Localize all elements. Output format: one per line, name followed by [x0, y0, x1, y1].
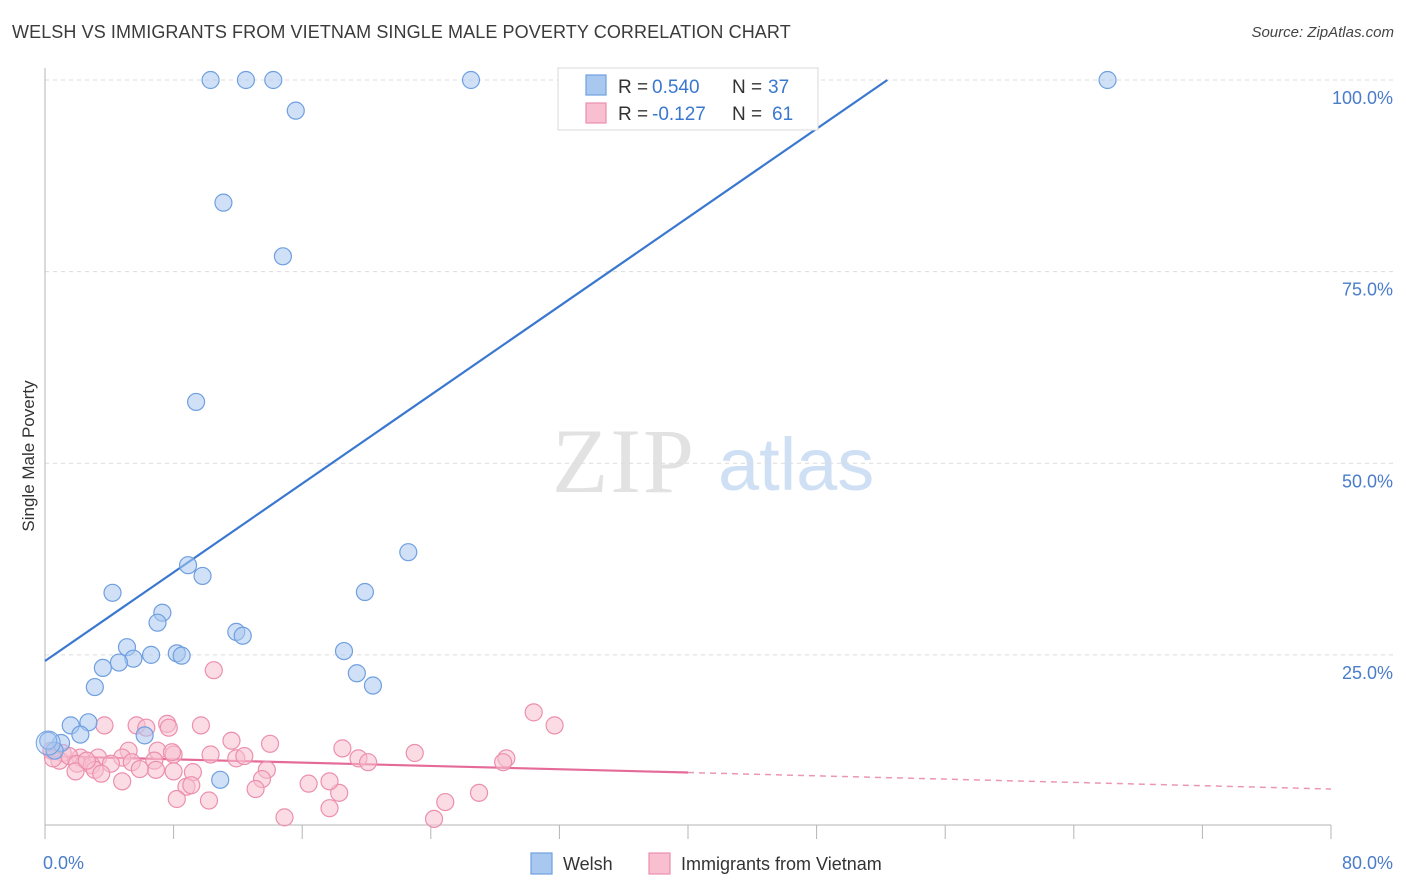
- watermark: ZIP atlas: [552, 410, 874, 512]
- point-welsh-13: [355, 582, 374, 602]
- point-vietnam-54: [424, 809, 444, 829]
- legend-n-value-welsh: 37: [768, 77, 789, 98]
- point-vietnam-35: [130, 759, 149, 779]
- legend-r-value-welsh: 0.540: [652, 77, 700, 98]
- point-vietnam-56: [235, 746, 254, 766]
- point-vietnam-48: [167, 789, 186, 809]
- bottom-legend-swatch-vietnam: [648, 852, 671, 875]
- point-vietnam-53: [275, 808, 294, 827]
- point-vietnam-60: [77, 751, 96, 770]
- point-vietnam-10: [260, 734, 280, 753]
- point-welsh-6: [214, 193, 233, 212]
- legend-r-label-vietnam: R =: [618, 104, 648, 125]
- point-welsh-9: [399, 543, 418, 562]
- legend-r-value-vietnam: -0.127: [652, 104, 706, 125]
- data-points: [35, 70, 1117, 829]
- bottom-legend-label-welsh: Welsh: [563, 854, 613, 874]
- point-vietnam-5: [95, 716, 114, 735]
- point-vietnam-1: [524, 703, 543, 722]
- point-vietnam-47: [199, 791, 219, 810]
- point-welsh-36: [39, 731, 58, 750]
- point-vietnam-26: [494, 753, 513, 772]
- point-vietnam-38: [164, 762, 183, 781]
- point-welsh-1: [236, 70, 256, 90]
- point-welsh-5: [286, 101, 305, 120]
- point-welsh-20: [141, 645, 161, 664]
- point-vietnam-21: [201, 745, 220, 764]
- watermark-atlas: atlas: [718, 423, 874, 506]
- x-tick-label-min: 0.0%: [43, 853, 84, 873]
- legend-r-label-welsh: R =: [618, 77, 648, 98]
- bottom-legend-label-vietnam: Immigrants from Vietnam: [681, 854, 882, 874]
- point-welsh-25: [93, 658, 112, 678]
- point-welsh-11: [193, 566, 212, 586]
- point-welsh-28: [85, 677, 104, 697]
- y-tick-label-75: 75.0%: [1342, 280, 1393, 300]
- point-vietnam-50: [469, 783, 489, 802]
- point-cluster-origin: [35, 730, 61, 756]
- point-vietnam-4: [191, 716, 211, 735]
- point-vietnam-59: [162, 743, 182, 762]
- point-welsh-27: [363, 676, 383, 695]
- legend-swatch-vietnam: [585, 102, 607, 124]
- y-tick-label-25: 25.0%: [1342, 663, 1393, 683]
- correlation-legend: R = 0.540 N = 37 R = -0.127 N = 61: [557, 67, 819, 131]
- point-vietnam-11: [333, 739, 352, 758]
- watermark-zip: ZIP: [552, 410, 696, 512]
- point-vietnam-12: [405, 743, 424, 763]
- point-welsh-4: [1098, 70, 1117, 90]
- point-welsh-31: [71, 725, 90, 744]
- x-tick-label-max: 80.0%: [1342, 853, 1393, 873]
- point-vietnam-0: [204, 661, 223, 680]
- point-vietnam-45: [113, 772, 132, 791]
- trend-line-vietnam-projection: [687, 771, 1332, 790]
- legend-n-label-vietnam: N =: [732, 104, 762, 125]
- point-vietnam-57: [320, 772, 339, 791]
- point-vietnam-2: [545, 716, 564, 735]
- point-welsh-32: [135, 726, 154, 745]
- point-welsh-8: [187, 392, 206, 412]
- point-vietnam-51: [436, 792, 455, 812]
- point-welsh-17: [233, 626, 252, 645]
- point-vietnam-8: [159, 718, 178, 737]
- point-welsh-24: [109, 653, 129, 672]
- legend-swatch-welsh: [585, 74, 607, 96]
- point-welsh-0: [201, 70, 220, 90]
- trend-line-welsh: [44, 79, 888, 662]
- point-welsh-26: [347, 664, 366, 683]
- point-welsh-12: [103, 583, 122, 602]
- legend-n-value-vietnam: 61: [772, 104, 793, 125]
- point-vietnam-37: [66, 762, 85, 781]
- chart-title: WELSH VS IMMIGRANTS FROM VIETNAM SINGLE …: [12, 22, 791, 42]
- point-vietnam-44: [182, 776, 201, 795]
- y-axis-label: Single Male Poverty: [19, 380, 38, 532]
- point-welsh-35: [211, 770, 230, 789]
- bottom-legend-swatch-welsh: [530, 852, 553, 875]
- point-vietnam-9: [222, 731, 241, 750]
- source-label: Source: ZipAtlas.com: [1251, 24, 1394, 41]
- point-vietnam-34: [146, 760, 166, 779]
- point-welsh-15: [148, 613, 167, 632]
- point-vietnam-55: [92, 764, 111, 783]
- point-welsh-2: [264, 70, 283, 90]
- series-legend: Welsh Immigrants from Vietnam: [530, 852, 882, 875]
- y-tick-label-50: 50.0%: [1342, 471, 1393, 491]
- point-vietnam-52: [320, 799, 339, 818]
- point-welsh-7: [273, 247, 293, 266]
- point-welsh-3: [461, 70, 481, 90]
- grid: 25.0% 50.0% 75.0% 100.0%: [45, 79, 1395, 683]
- legend-n-label-welsh: N =: [732, 77, 762, 98]
- point-welsh-23: [172, 646, 191, 665]
- point-vietnam-46: [246, 779, 265, 799]
- point-vietnam-42: [299, 774, 318, 793]
- point-vietnam-24: [359, 753, 378, 772]
- point-welsh-10: [178, 556, 198, 575]
- y-tick-label-100: 100.0%: [1332, 88, 1393, 108]
- point-welsh-19: [334, 641, 354, 661]
